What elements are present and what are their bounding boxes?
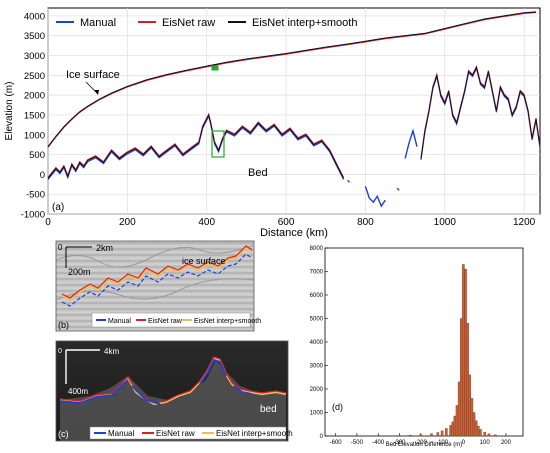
histogram-bar-15 [467,323,469,436]
scale-label-c-zero: 0 [58,348,62,355]
d-ytick-label-8000: 8000 [310,246,324,252]
histogram-bar-3 [430,434,432,436]
annotation-c-bed: bed [260,404,277,415]
d-ytick-label-1000: 1000 [310,411,324,417]
ytick-label-1000: 1000 [24,130,45,141]
d-ytick-label-0: 0 [320,434,324,440]
panel-c-legend-smooth: EisNet interp+smooth [216,429,293,438]
xtick-label-0: 0 [45,217,51,228]
legend-smooth-label: EisNet interp+smooth [252,17,357,29]
d-xtick-label-0: 0 [462,440,466,446]
xtick-label-200: 200 [119,217,136,228]
histogram-bar-17 [471,398,473,436]
highlight-box-surface [212,66,218,70]
histogram-bar-2 [420,435,422,436]
d-ytick-label-7000: 7000 [310,270,324,276]
histogram-bar-23 [488,434,490,436]
ytick-label-2000: 2000 [24,91,45,102]
d-xtick-label--600: -600 [330,440,343,446]
ytick-label--500: -500 [26,190,45,201]
histogram-bar-14 [464,269,466,436]
histogram-bar-1 [409,435,411,436]
xtick-label-1200: 1200 [513,217,536,228]
scale-label-b-x: 2km [96,243,113,253]
histogram-bar-8 [452,422,454,436]
annotation-b-ice-surface: ice surface [182,256,226,266]
xtick-label-800: 800 [357,217,374,228]
ytick-label-3500: 3500 [24,31,45,42]
panel-d-xlabel: Bed Elevation Difference (m) [386,442,463,448]
d-ytick-label-6000: 6000 [310,293,324,299]
ytick-label-0: 0 [40,170,45,181]
panel-c-label: (c) [58,429,69,439]
d-ytick-label-4000: 4000 [310,340,324,346]
ytick-label-4000: 4000 [24,11,45,22]
xtick-label-400: 400 [198,217,215,228]
d-ytick-label-3000: 3000 [310,364,324,370]
scale-label-c-y: 400m [68,387,88,396]
legend-raw-label: EisNet raw [162,17,215,29]
annotation-ice-surface: Ice surface [66,69,120,81]
histogram-bar-4 [437,432,439,436]
scale-label-b-zero: 0 [58,243,63,252]
panel-c-legend-raw: EisNet raw [156,429,195,438]
histogram-bar-24 [494,435,496,436]
panel-b: 0 2km 200m ice surface Manual EisNet raw… [56,241,261,331]
panel-b-legend-manual: Manual [108,318,131,325]
ytick-label--1000: -1000 [21,210,45,221]
histogram-bar-12 [460,319,462,437]
panel-b-label: (b) [58,320,69,330]
d-xtick-label-200: 200 [501,440,512,446]
legend-manual-label: Manual [80,17,116,29]
ytick-label-3000: 3000 [24,51,45,62]
panel-b-legend-smooth: EisNet interp+smooth [194,318,261,325]
histogram-bar-21 [479,429,481,436]
histogram-bar-6 [445,428,447,436]
histogram-bar-20 [477,426,479,436]
d-xtick-label-100: 100 [480,440,491,446]
scale-label-b-y: 200m [68,267,91,277]
ytick-label-1500: 1500 [24,110,45,121]
histogram-bar-13 [462,264,464,436]
panel-d-label: (d) [332,402,343,412]
scale-label-c-x: 4km [104,347,119,356]
d-xtick-label--500: -500 [351,440,364,446]
panel-c: 0 4km 400m bed Manual EisNet raw EisNet … [56,341,293,441]
d-ytick-label-2000: 2000 [310,387,324,393]
panel-c-legend-manual: Manual [108,429,134,438]
histogram-bar-5 [441,431,443,436]
histogram-bar-11 [458,382,460,436]
panel-a-ylabel: Elevation (m) [4,82,15,141]
histogram-bar-10 [456,405,458,436]
histogram-bar-22 [484,432,486,436]
d-ytick-label-5000: 5000 [310,317,324,323]
panel-a-legend: Manual EisNet raw EisNet interp+smooth [56,17,357,29]
histogram-bar-7 [450,425,452,436]
d-xtick-label--400: -400 [372,440,385,446]
panel-d-frame [325,248,523,436]
xtick-label-1000: 1000 [434,217,457,228]
panel-a-label: (a) [52,202,64,213]
histogram-bar-16 [469,375,471,436]
panel-a-xlabel: Distance (km) [260,227,328,239]
ytick-label-500: 500 [29,150,45,161]
histogram-bar-18 [473,413,475,437]
histogram-bar-9 [454,416,456,436]
panel-a-frame [48,8,540,214]
ytick-label-2500: 2500 [24,71,45,82]
histogram-bar-19 [475,421,477,436]
panel-b-legend-raw: EisNet raw [148,318,183,325]
annotation-bed: Bed [248,167,268,179]
